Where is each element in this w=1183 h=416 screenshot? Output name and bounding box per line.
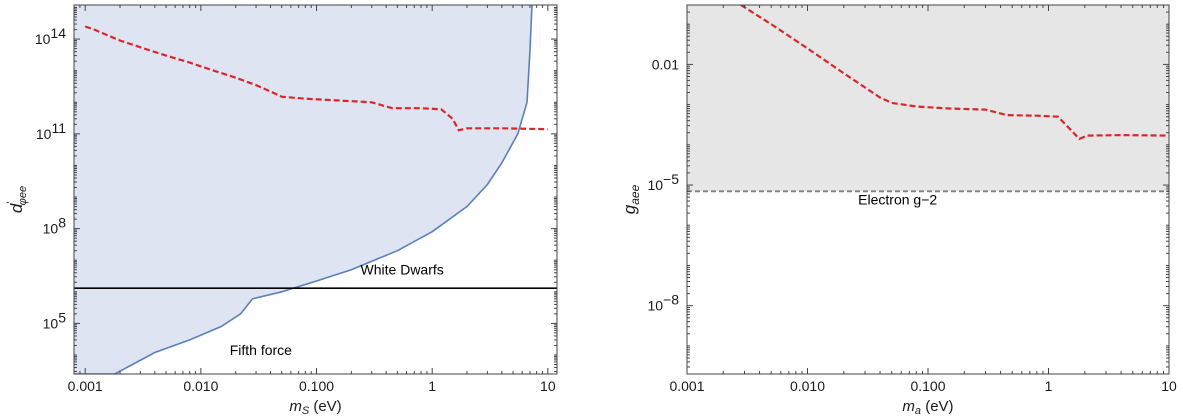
y-axis-label-sup: ' — [4, 201, 18, 203]
y-tick-label: 0.01 — [652, 56, 679, 72]
x-axis-label-sub: S — [302, 405, 310, 416]
y-tick-exponent: −8 — [663, 292, 679, 308]
x-tick-label: 10 — [540, 378, 556, 394]
y-tick-exponent: 5 — [58, 309, 66, 325]
y-tick-label: 10 — [647, 298, 663, 314]
y-tick-label: 10 — [36, 126, 52, 142]
x-tick-label: 0.010 — [790, 378, 825, 394]
annotation-label: Electron g−2 — [858, 191, 937, 207]
projection-dashed-curve — [740, 5, 1169, 141]
excluded-region-fill — [74, 5, 532, 374]
y-axis-label-main: g — [620, 204, 639, 214]
x-axis-label: mS (eV) — [289, 398, 341, 416]
x-tick-label: 0.100 — [910, 378, 945, 394]
x-tick-label: 1 — [428, 378, 436, 394]
x-tick-label: 0.100 — [299, 378, 334, 394]
annotation-label: Fifth force — [230, 342, 292, 358]
x-axis-label-unit: (eV) — [921, 398, 954, 415]
x-axis-label-main: m — [902, 398, 915, 415]
y-tick-exponent: 11 — [51, 120, 66, 136]
plot-area — [74, 5, 557, 374]
x-tick-label: 1 — [1045, 378, 1053, 394]
y-axis-label-sub: aee — [628, 184, 642, 204]
x-axis-label: ma (eV) — [902, 398, 953, 416]
x-axis-label-sub: a — [915, 405, 921, 416]
fifth-force-bound-curve — [74, 5, 533, 374]
y-axis-label-main: d — [7, 203, 26, 213]
projection-dashed-curve — [84, 25, 548, 132]
y-axis-label: gaee — [620, 184, 642, 214]
y-tick-exponent: 14 — [50, 25, 66, 41]
plot-area — [687, 5, 1169, 193]
y-axis-label-sub: φee — [17, 186, 29, 205]
x-tick-label: 0.010 — [183, 378, 218, 394]
x-axis-label-unit: (eV) — [309, 398, 342, 415]
y-tick-label: 10 — [35, 31, 51, 47]
y-tick-label: 10 — [43, 315, 59, 331]
x-axis-label-main: m — [289, 398, 302, 415]
x-tick-label: 10 — [1161, 378, 1177, 394]
annotation-label: White Dwarfs — [361, 262, 444, 278]
y-tick-label: 10 — [647, 177, 663, 193]
excluded-region-fill — [687, 5, 1169, 192]
plot-frame — [73, 4, 558, 375]
y-tick-exponent: 8 — [58, 215, 66, 231]
x-tick-label: 0.001 — [669, 378, 704, 394]
chart-panel-right: Electron g−20.001 0.010 0.100 1 10−810−5100.… — [620, 4, 1177, 416]
y-tick-label: 10 — [43, 221, 59, 237]
y-axis-label: d'φee — [4, 186, 29, 213]
x-tick-label: 0.001 — [68, 378, 103, 394]
y-tick-exponent: −5 — [663, 171, 679, 187]
